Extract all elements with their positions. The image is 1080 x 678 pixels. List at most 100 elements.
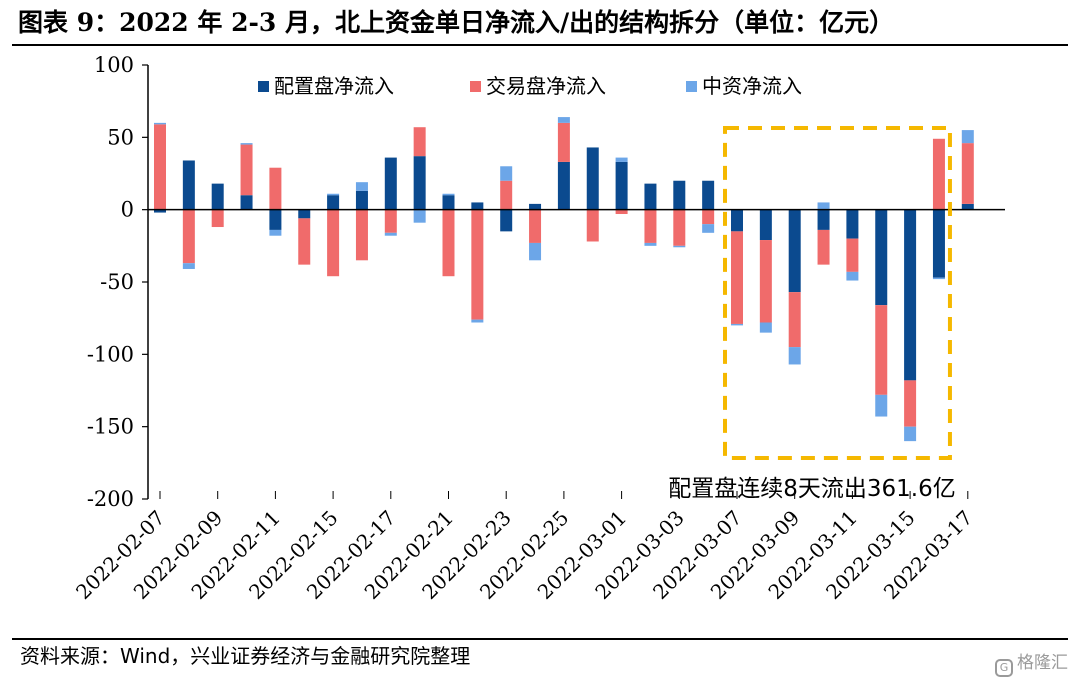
bar-chinese-capital xyxy=(788,347,801,365)
bar-chinese-capital xyxy=(817,202,830,210)
legend-swatch xyxy=(470,81,481,92)
bar-trading xyxy=(327,209,340,277)
y-tick-label: -150 xyxy=(87,415,134,439)
bar-allocation xyxy=(673,180,686,210)
bar-chinese-capital xyxy=(355,182,368,191)
bar-chinese-capital xyxy=(731,323,743,326)
bar-trading xyxy=(731,231,743,324)
bar-allocation xyxy=(500,209,513,232)
legend-label: 中资净流入 xyxy=(702,74,802,98)
bar-allocation xyxy=(211,183,224,210)
bar-allocation xyxy=(154,209,166,213)
bar-chinese-capital xyxy=(759,322,772,333)
bar-allocation xyxy=(875,209,888,306)
legend-label: 配置盘净流入 xyxy=(274,74,394,98)
bar-allocation xyxy=(759,209,772,241)
bar-chinese-capital xyxy=(240,143,253,145)
bar-trading xyxy=(961,143,974,204)
bar-allocation xyxy=(269,209,282,230)
bar-trading xyxy=(644,209,657,243)
figure-title: 图表 9：2022 年 2-3 月，北上资金单日净流入/出的结构拆分（单位：亿元… xyxy=(18,8,895,37)
bar-chinese-capital xyxy=(182,263,195,269)
bar-allocation xyxy=(557,161,570,210)
bar-trading xyxy=(384,209,397,233)
bar-allocation xyxy=(442,195,455,210)
bar-trading xyxy=(932,138,945,210)
bar-trading xyxy=(586,209,599,242)
watermark-logo-icon: G xyxy=(995,659,1013,677)
bar-chinese-capital xyxy=(269,229,282,236)
legend-swatch xyxy=(686,81,697,92)
bar-trading xyxy=(500,180,513,210)
bar-chinese-capital xyxy=(471,319,484,323)
source-note: 资料来源：Wind，兴业证券经济与金融研究院整理 xyxy=(20,644,471,668)
bar-trading xyxy=(673,209,686,246)
y-tick-label: -200 xyxy=(87,487,134,511)
bar-trading xyxy=(904,380,917,427)
bar-allocation xyxy=(644,183,657,210)
bar-chinese-capital xyxy=(846,271,859,281)
bar-chinese-capital xyxy=(644,242,657,246)
bar-trading xyxy=(471,209,484,320)
bar-trading xyxy=(817,229,830,265)
bar-trading xyxy=(355,209,368,261)
bar-trading xyxy=(269,167,282,210)
bar-trading xyxy=(788,292,801,348)
bar-allocation xyxy=(702,180,715,210)
bar-allocation xyxy=(731,209,743,232)
bar-trading xyxy=(702,209,715,225)
y-tick-label: -50 xyxy=(100,270,134,294)
bar-chinese-capital xyxy=(961,130,974,144)
highlight-box xyxy=(723,126,952,460)
bar-trading xyxy=(615,209,628,215)
bar-allocation xyxy=(355,190,368,210)
bar-chinese-capital xyxy=(875,394,888,417)
bar-chinese-capital xyxy=(154,122,166,125)
bar-allocation xyxy=(327,195,340,210)
bar-trading xyxy=(211,209,224,228)
y-tick-label: 50 xyxy=(107,125,134,149)
bar-allocation xyxy=(471,202,484,210)
bar-trading xyxy=(240,144,253,196)
bar-allocation xyxy=(384,157,397,210)
bar-chinese-capital xyxy=(557,117,570,123)
y-tick-label: -100 xyxy=(87,342,134,366)
legend-label: 交易盘净流入 xyxy=(486,74,606,98)
bar-allocation xyxy=(615,161,628,210)
bar-allocation xyxy=(817,209,830,230)
bar-chinese-capital xyxy=(932,277,945,280)
bar-chinese-capital xyxy=(327,193,340,196)
chart: 100500-50-100-150-2002022-02-072022-02-0… xyxy=(71,53,1005,604)
bar-allocation xyxy=(932,209,945,278)
bar-trading xyxy=(529,209,542,243)
bar-allocation xyxy=(298,209,311,219)
bar-trading xyxy=(875,305,888,395)
bar-trading xyxy=(413,127,426,157)
bar-chinese-capital xyxy=(500,166,513,181)
bar-chinese-capital xyxy=(529,242,542,261)
y-tick-label: 100 xyxy=(94,53,134,77)
bar-allocation xyxy=(240,195,253,210)
watermark: G 格隆汇 xyxy=(995,648,1068,677)
bar-trading xyxy=(442,209,455,277)
bar-trading xyxy=(557,122,570,162)
bar-allocation xyxy=(529,203,542,210)
bar-chinese-capital xyxy=(413,209,426,223)
source-rule xyxy=(12,638,1068,640)
y-tick-label: 0 xyxy=(121,198,134,222)
annotation-text: 配置盘连续8天流出361.6亿 xyxy=(668,476,955,502)
bar-allocation xyxy=(961,203,974,210)
watermark-text: 格隆汇 xyxy=(1017,653,1068,673)
bar-allocation xyxy=(586,147,599,210)
bar-chinese-capital xyxy=(673,245,686,248)
bar-chinese-capital xyxy=(615,157,628,162)
bar-allocation xyxy=(413,156,426,210)
bar-trading xyxy=(182,209,195,264)
legend-swatch xyxy=(258,81,269,92)
bar-trading xyxy=(298,218,311,265)
bar-chinese-capital xyxy=(442,193,455,196)
bar-allocation xyxy=(904,209,917,381)
bar-chinese-capital xyxy=(384,232,397,236)
bar-chinese-capital xyxy=(702,224,715,233)
bar-allocation xyxy=(788,209,801,293)
